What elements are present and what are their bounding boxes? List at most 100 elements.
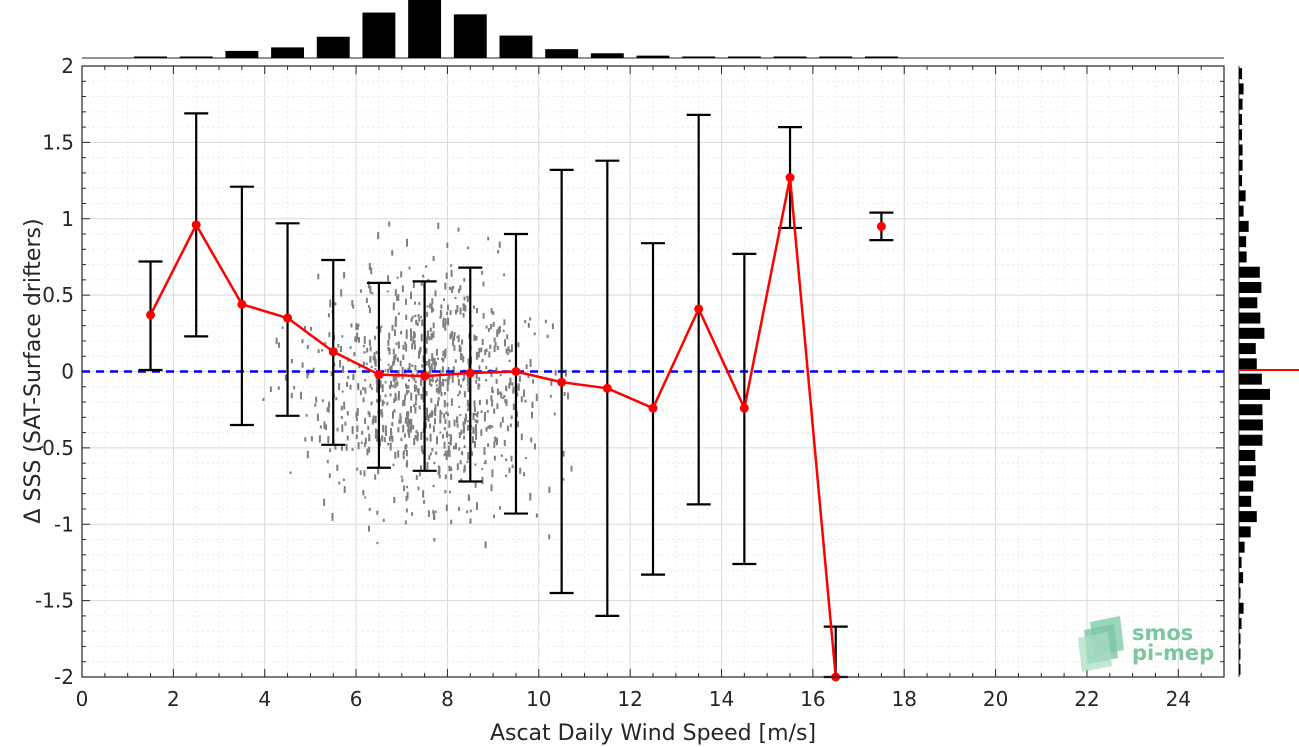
scatter-point <box>551 323 554 330</box>
scatter-point <box>387 339 390 346</box>
scatter-point <box>410 328 412 336</box>
scatter-point <box>358 337 360 343</box>
scatter-point <box>490 370 493 377</box>
scatter-point <box>448 433 451 437</box>
scatter-point <box>352 304 355 309</box>
scatter-point <box>462 427 465 434</box>
scatter-point <box>314 403 317 407</box>
scatter-point <box>403 399 406 406</box>
x-tick-label: 0 <box>76 687 89 711</box>
scatter-point <box>454 359 457 363</box>
scatter-point <box>485 366 488 370</box>
scatter-point <box>356 425 359 432</box>
scatter-point <box>450 269 453 277</box>
scatter-point <box>444 318 447 325</box>
scatter-point <box>390 380 392 388</box>
scatter-point <box>435 348 438 356</box>
scatter-point <box>383 437 386 443</box>
scatter-point <box>420 393 423 400</box>
scatter-point <box>362 387 365 391</box>
scatter-point <box>393 409 396 413</box>
scatter-point <box>414 434 417 440</box>
scatter-point <box>439 386 442 393</box>
scatter-point <box>380 409 383 415</box>
scatter-point <box>452 285 455 290</box>
right-hist-bar <box>1239 495 1252 507</box>
scatter-point <box>548 534 551 540</box>
scatter-point <box>511 382 514 386</box>
right-hist-bar <box>1239 190 1246 202</box>
scatter-point <box>394 289 397 297</box>
scatter-point <box>414 401 417 406</box>
scatter-point <box>525 364 528 370</box>
scatter-point <box>356 324 359 330</box>
scatter-point <box>485 348 488 353</box>
scatter-point <box>444 324 447 331</box>
scatter-point <box>448 441 450 445</box>
x-tick-label: 4 <box>258 687 271 711</box>
scatter-point <box>467 376 469 383</box>
scatter-point <box>418 317 421 322</box>
top-hist-bar <box>682 56 716 58</box>
scatter-point <box>434 404 437 412</box>
scatter-point <box>416 432 419 438</box>
scatter-point <box>390 365 393 370</box>
scatter-point <box>463 391 466 398</box>
scatter-point <box>357 383 360 388</box>
scatter-point <box>460 429 463 435</box>
scatter-point <box>491 469 494 478</box>
scatter-point <box>459 285 462 291</box>
scatter-point <box>503 319 506 326</box>
logo-text-pi-mep: pi-mep <box>1132 641 1214 665</box>
scatter-point <box>554 370 557 376</box>
scatter-point <box>408 418 411 425</box>
scatter-point <box>305 414 308 417</box>
scatter-point <box>365 297 368 303</box>
scatter-point <box>426 407 428 415</box>
scatter-point <box>445 504 448 512</box>
scatter-point <box>399 416 402 424</box>
scatter-point <box>444 282 447 290</box>
scatter-point <box>439 416 442 424</box>
scatter-point <box>422 274 425 278</box>
top-hist-bar <box>590 53 624 58</box>
scatter-point <box>425 336 428 344</box>
scatter-point <box>339 360 342 368</box>
scatter-point <box>457 394 460 397</box>
scatter-point <box>329 448 332 453</box>
scatter-point <box>463 466 466 472</box>
scatter-point <box>364 496 367 499</box>
scatter-point <box>444 418 447 424</box>
right-hist-bar <box>1239 511 1257 523</box>
scatter-point <box>428 336 431 341</box>
scatter-point <box>411 512 414 516</box>
scatter-point <box>312 367 315 372</box>
scatter-point <box>524 399 527 403</box>
scatter-point <box>396 381 399 387</box>
scatter-point <box>459 352 462 361</box>
scatter-point <box>384 381 387 384</box>
scatter-point <box>340 415 343 419</box>
scatter-point <box>473 400 476 407</box>
scatter-point <box>563 392 566 396</box>
scatter-point <box>437 222 440 229</box>
scatter-point <box>439 369 442 375</box>
scatter-point <box>360 441 363 444</box>
scatter-point <box>485 427 488 432</box>
scatter-point <box>364 417 367 424</box>
scatter-point <box>364 379 367 382</box>
scatter-point <box>364 388 367 394</box>
scatter-point <box>442 378 445 387</box>
scatter-point <box>457 334 460 343</box>
scatter-point <box>337 344 340 348</box>
scatter-point <box>386 401 389 406</box>
scatter-point <box>490 484 493 492</box>
right-hist-bar <box>1239 633 1241 645</box>
scatter-point <box>347 375 350 379</box>
scatter-point <box>344 421 347 426</box>
scatter-point <box>487 443 490 447</box>
scatter-point <box>370 267 373 275</box>
scatter-point <box>453 419 456 427</box>
scatter-point <box>389 442 392 451</box>
